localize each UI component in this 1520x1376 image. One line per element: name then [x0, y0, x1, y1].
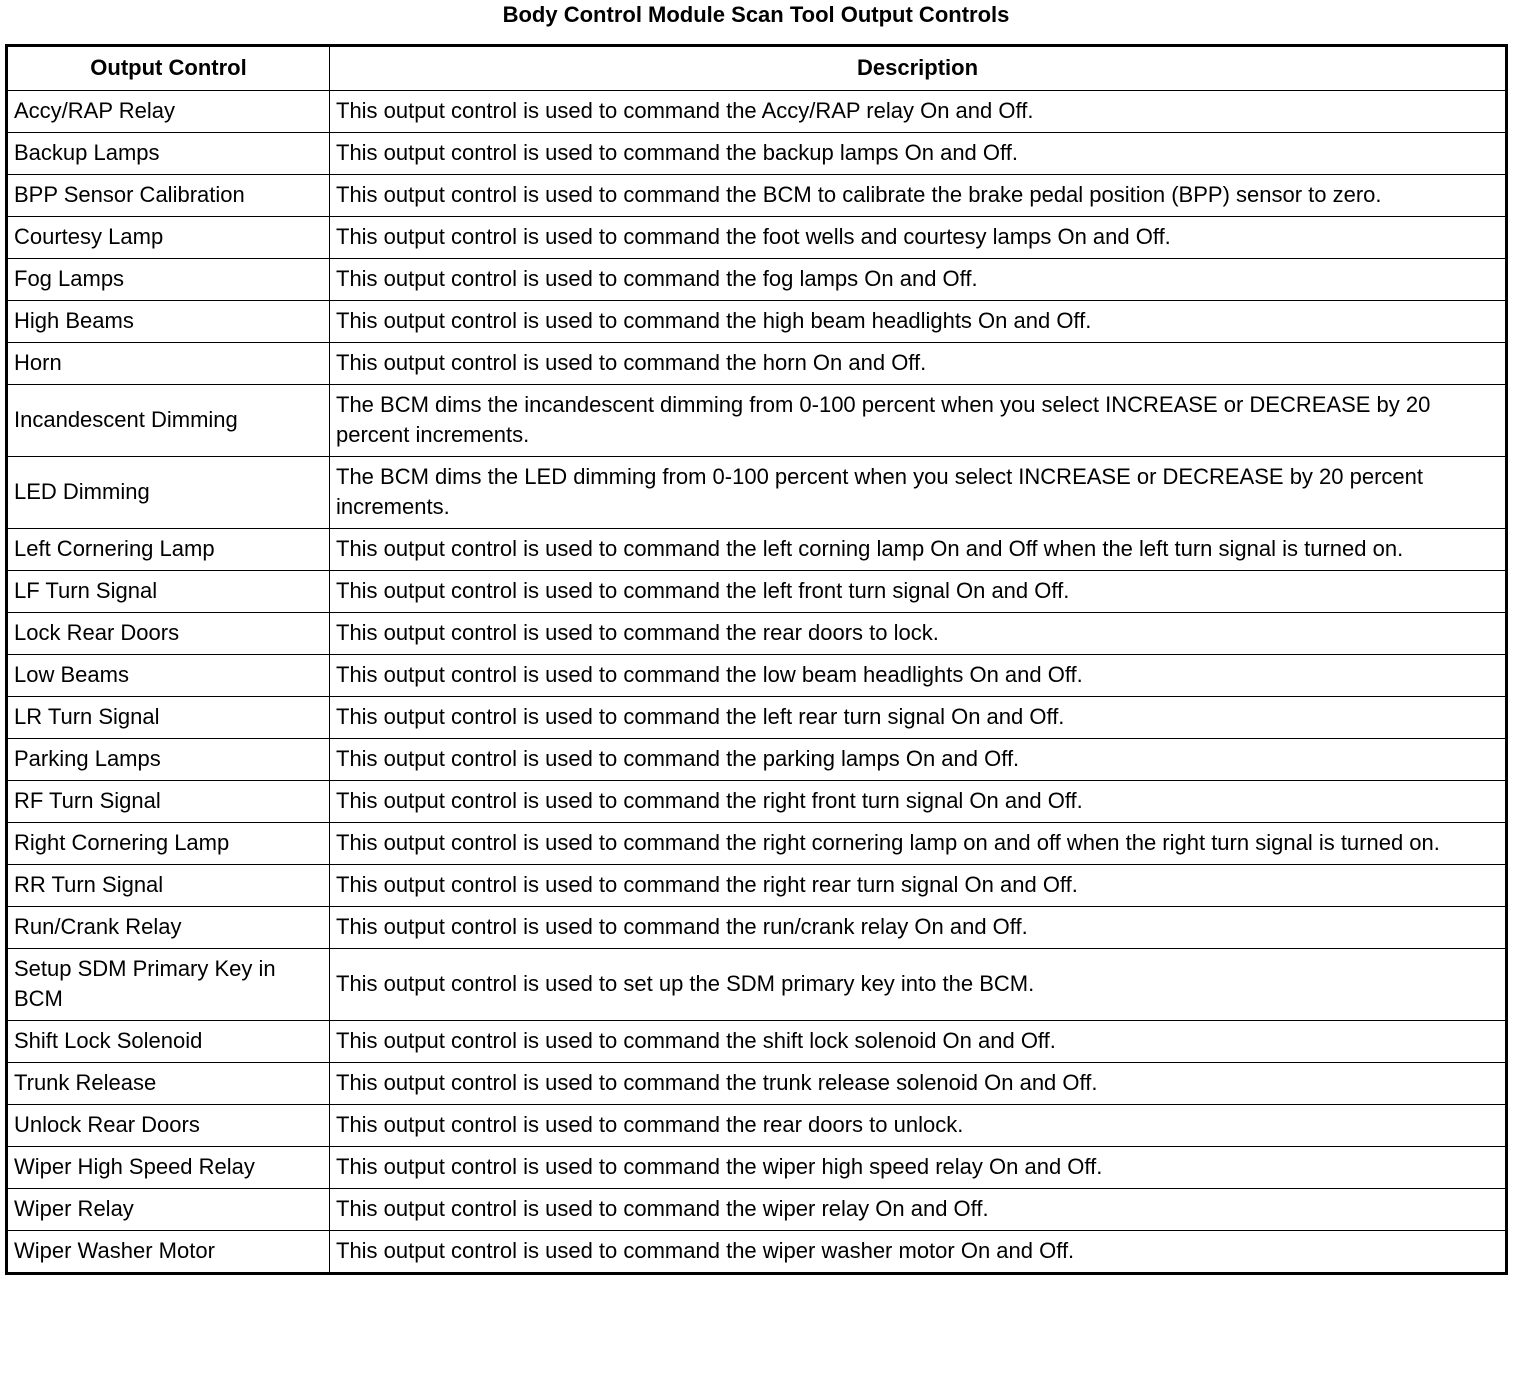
- header-description: Description: [329, 45, 1507, 91]
- table-row: BPP Sensor Calibration This output contro…: [6, 174, 1507, 217]
- description-cell: This output control is used to command t…: [329, 612, 1507, 655]
- output-control-cell: Backup Lamps: [6, 132, 330, 175]
- description-cell: This output control is used to command t…: [329, 906, 1507, 949]
- table-row: LF Turn Signal This output control is use…: [6, 570, 1507, 613]
- table-row: LR Turn Signal This output control is use…: [6, 696, 1507, 739]
- output-control-cell: Shift Lock Solenoid: [6, 1020, 330, 1063]
- table-row: LED Dimming The BCM dims the LED dimming …: [6, 456, 1507, 529]
- description-cell: This output control is used to command t…: [329, 132, 1507, 175]
- table-row: Trunk Release This output control is used…: [6, 1062, 1507, 1105]
- description-cell: This output control is used to command t…: [329, 738, 1507, 781]
- description-cell: This output control is used to command t…: [329, 1020, 1507, 1063]
- table-row: RR Turn Signal This output control is use…: [6, 864, 1507, 907]
- description-cell: This output control is used to command t…: [329, 258, 1507, 301]
- description-cell: This output control is used to command t…: [329, 90, 1507, 133]
- table-row: Low Beams This output control is used to …: [6, 654, 1507, 697]
- output-control-cell: Wiper Relay: [6, 1188, 330, 1231]
- table-row: Wiper Relay This output control is used t…: [6, 1188, 1507, 1231]
- description-cell: This output control is used to command t…: [329, 342, 1507, 385]
- output-control-cell: BPP Sensor Calibration: [6, 174, 330, 217]
- header-output-control: Output Control: [6, 45, 330, 91]
- output-control-cell: LR Turn Signal: [6, 696, 330, 739]
- output-control-cell: Incandescent Dimming: [6, 384, 330, 457]
- output-control-cell: LF Turn Signal: [6, 570, 330, 613]
- output-control-cell: Accy/RAP Relay: [6, 90, 330, 133]
- output-control-cell: RF Turn Signal: [6, 780, 330, 823]
- output-control-cell: Horn: [6, 342, 330, 385]
- table-title: Body Control Module Scan Tool Output Con…: [502, 2, 1010, 27]
- description-cell: This output control is used to command t…: [329, 864, 1507, 907]
- description-cell: This output control is used to command t…: [329, 1188, 1507, 1231]
- output-control-cell: Left Cornering Lamp: [6, 528, 330, 571]
- table-row: Fog Lamps This output control is used to …: [6, 258, 1507, 301]
- output-control-cell: Low Beams: [6, 654, 330, 697]
- output-control-cell: Wiper Washer Motor: [6, 1230, 330, 1274]
- table-row: Unlock Rear Doors This output control is …: [6, 1104, 1507, 1147]
- output-control-cell: Trunk Release: [6, 1062, 330, 1105]
- output-controls-table: Output Control Description Accy/RAP Rela…: [5, 44, 1508, 1275]
- table-row: Wiper Washer Motor This output control is…: [6, 1230, 1507, 1274]
- table-row: Wiper High Speed Relay This output contro…: [6, 1146, 1507, 1189]
- output-control-cell: Right Cornering Lamp: [6, 822, 330, 865]
- table-row: Backup Lamps This output control is used …: [6, 132, 1507, 175]
- header-row: Output Control Description: [6, 45, 1507, 91]
- output-control-cell: RR Turn Signal: [6, 864, 330, 907]
- description-cell: This output control is used to command t…: [329, 654, 1507, 697]
- output-control-cell: Wiper High Speed Relay: [6, 1146, 330, 1189]
- output-control-cell: Run/Crank Relay: [6, 906, 330, 949]
- table-row: Right Cornering Lamp This output control …: [6, 822, 1507, 865]
- description-cell: This output control is used to command t…: [329, 696, 1507, 739]
- output-control-cell: Lock Rear Doors: [6, 612, 330, 655]
- table-row: Run/Crank Relay This output control is us…: [6, 906, 1507, 949]
- description-cell: This output control is used to command t…: [329, 300, 1507, 343]
- output-control-cell: LED Dimming: [6, 456, 330, 529]
- description-cell: This output control is used to command t…: [329, 216, 1507, 259]
- output-control-cell: Setup SDM Primary Key in BCM: [6, 948, 330, 1021]
- description-cell: This output control is used to command t…: [329, 570, 1507, 613]
- output-control-cell: Unlock Rear Doors: [6, 1104, 330, 1147]
- description-cell: The BCM dims the LED dimming from 0-100 …: [329, 456, 1507, 529]
- table-row: Accy/RAP Relay This output control is use…: [6, 90, 1507, 133]
- output-control-cell: Courtesy Lamp: [6, 216, 330, 259]
- table-row: Parking Lamps This output control is used…: [6, 738, 1507, 781]
- description-cell: This output control is used to command t…: [329, 528, 1507, 571]
- table-row: Incandescent Dimming The BCM dims the inc…: [6, 384, 1507, 457]
- description-cell: This output control is used to command t…: [329, 1146, 1507, 1189]
- description-cell: This output control is used to command t…: [329, 174, 1507, 217]
- description-cell: This output control is used to command t…: [329, 780, 1507, 823]
- table-row: Setup SDM Primary Key in BCM This output …: [6, 948, 1507, 1021]
- description-cell: This output control is used to command t…: [329, 1230, 1507, 1274]
- table-row: Shift Lock Solenoid This output control i…: [6, 1020, 1507, 1063]
- description-cell: This output control is used to command t…: [329, 1104, 1507, 1147]
- output-control-cell: Parking Lamps: [6, 738, 330, 781]
- output-control-cell: High Beams: [6, 300, 330, 343]
- description-cell: The BCM dims the incandescent dimming fr…: [329, 384, 1507, 457]
- table-row: Lock Rear Doors This output control is us…: [6, 612, 1507, 655]
- table-row: Horn This output control is used to comma…: [6, 342, 1507, 385]
- description-cell: This output control is used to command t…: [329, 1062, 1507, 1105]
- table-row: Courtesy Lamp This output control is used…: [6, 216, 1507, 259]
- table-row: High Beams This output control is used to…: [6, 300, 1507, 343]
- output-control-cell: Fog Lamps: [6, 258, 330, 301]
- table-row: Left Cornering Lamp This output control i…: [6, 528, 1507, 571]
- table-row: RF Turn Signal This output control is use…: [6, 780, 1507, 823]
- description-cell: This output control is used to command t…: [329, 822, 1507, 865]
- description-cell: This output control is used to set up th…: [329, 948, 1507, 1021]
